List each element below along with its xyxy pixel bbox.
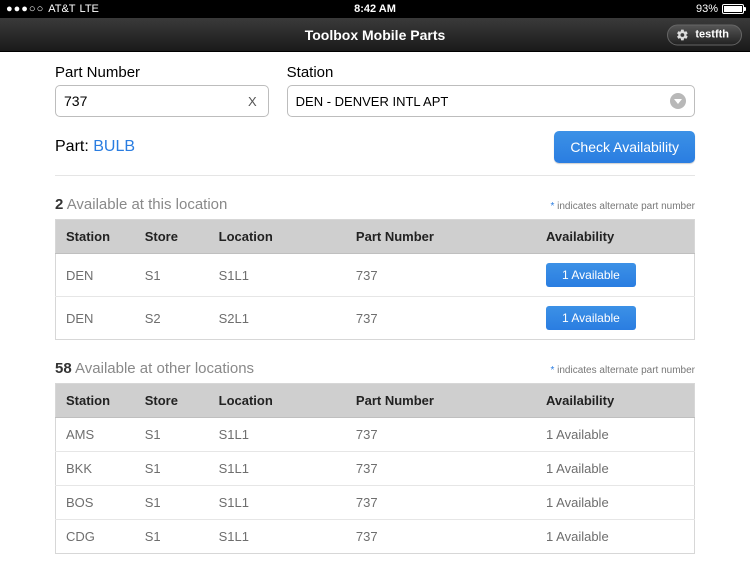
cell-part: 737: [346, 452, 536, 486]
cell-station: BOS: [56, 486, 135, 520]
cell-avail: 1 Available: [536, 254, 694, 297]
clear-icon[interactable]: X: [245, 94, 260, 109]
th-part: Part Number: [346, 220, 536, 254]
th-store: Store: [135, 384, 209, 418]
local-table: Station Store Location Part Number Avail…: [55, 219, 695, 340]
cell-station: DEN: [56, 297, 135, 340]
part-number-label: Part Number: [55, 64, 269, 81]
cell-location: S1L1: [209, 486, 346, 520]
status-bar: ●●●○○ AT&T LTE 8:42 AM 93%: [0, 0, 750, 18]
battery-icon: [722, 4, 744, 14]
availability-button[interactable]: 1 Available: [546, 263, 636, 287]
cell-store: S1: [135, 452, 209, 486]
carrier-label: AT&T: [48, 3, 75, 15]
table-row: DENS1S1L1737 1 Available: [56, 254, 695, 297]
part-number-input-wrap[interactable]: X: [55, 85, 269, 117]
cell-part: 737: [346, 297, 536, 340]
cell-avail: 1 Available: [536, 297, 694, 340]
th-store: Store: [135, 220, 209, 254]
th-avail: Availability: [536, 384, 694, 418]
chevron-down-icon: [670, 93, 686, 109]
user-menu[interactable]: testfth: [667, 24, 742, 45]
cell-station: AMS: [56, 418, 135, 452]
th-avail: Availability: [536, 220, 694, 254]
network-label: LTE: [80, 3, 99, 15]
cell-station: CDG: [56, 520, 135, 554]
cell-store: S1: [135, 520, 209, 554]
table-row: BKKS1S1L17371 Available: [56, 452, 695, 486]
cell-location: S1L1: [209, 452, 346, 486]
station-value: DEN - DENVER INTL APT: [296, 94, 670, 109]
main-content: Part Number X Station DEN - DENVER INTL …: [0, 52, 750, 554]
check-availability-button[interactable]: Check Availability: [554, 131, 695, 163]
username-label: testfth: [695, 29, 729, 41]
cell-location: S1L1: [209, 254, 346, 297]
cell-location: S1L1: [209, 520, 346, 554]
th-station: Station: [56, 384, 135, 418]
page-title: Toolbox Mobile Parts: [305, 27, 446, 43]
cell-location: S1L1: [209, 418, 346, 452]
other-section-title: 58 Available at other locations: [55, 360, 254, 377]
cell-part: 737: [346, 486, 536, 520]
asterisk-note: * indicates alternate part number: [550, 201, 695, 212]
cell-part: 737: [346, 254, 536, 297]
local-section-title: 2 Available at this location: [55, 196, 227, 213]
part-name: BULB: [93, 138, 135, 155]
cell-avail: 1 Available: [536, 486, 694, 520]
battery-pct: 93%: [696, 3, 718, 15]
part-number-input[interactable]: [64, 93, 245, 109]
cell-part: 737: [346, 520, 536, 554]
clock: 8:42 AM: [354, 3, 396, 15]
th-station: Station: [56, 220, 135, 254]
th-location: Location: [209, 220, 346, 254]
nav-bar: Toolbox Mobile Parts testfth: [0, 18, 750, 52]
cell-avail: 1 Available: [536, 520, 694, 554]
th-location: Location: [209, 384, 346, 418]
cell-store: S1: [135, 418, 209, 452]
signal-dots: ●●●○○: [6, 3, 44, 15]
th-part: Part Number: [346, 384, 536, 418]
table-row: AMSS1S1L17371 Available: [56, 418, 695, 452]
table-row: CDGS1S1L17371 Available: [56, 520, 695, 554]
asterisk-note-2: * indicates alternate part number: [550, 365, 695, 376]
availability-button[interactable]: 1 Available: [546, 306, 636, 330]
cell-store: S2: [135, 297, 209, 340]
cell-avail: 1 Available: [536, 452, 694, 486]
cell-avail: 1 Available: [536, 418, 694, 452]
table-row: BOSS1S1L17371 Available: [56, 486, 695, 520]
cell-station: BKK: [56, 452, 135, 486]
cell-station: DEN: [56, 254, 135, 297]
table-row: DENS2S2L1737 1 Available: [56, 297, 695, 340]
gear-icon: [676, 28, 689, 41]
cell-part: 737: [346, 418, 536, 452]
part-display: Part: BULB: [55, 138, 135, 156]
cell-store: S1: [135, 486, 209, 520]
cell-store: S1: [135, 254, 209, 297]
station-label: Station: [287, 64, 695, 81]
other-table: Station Store Location Part Number Avail…: [55, 383, 695, 554]
station-select[interactable]: DEN - DENVER INTL APT: [287, 85, 695, 117]
cell-location: S2L1: [209, 297, 346, 340]
